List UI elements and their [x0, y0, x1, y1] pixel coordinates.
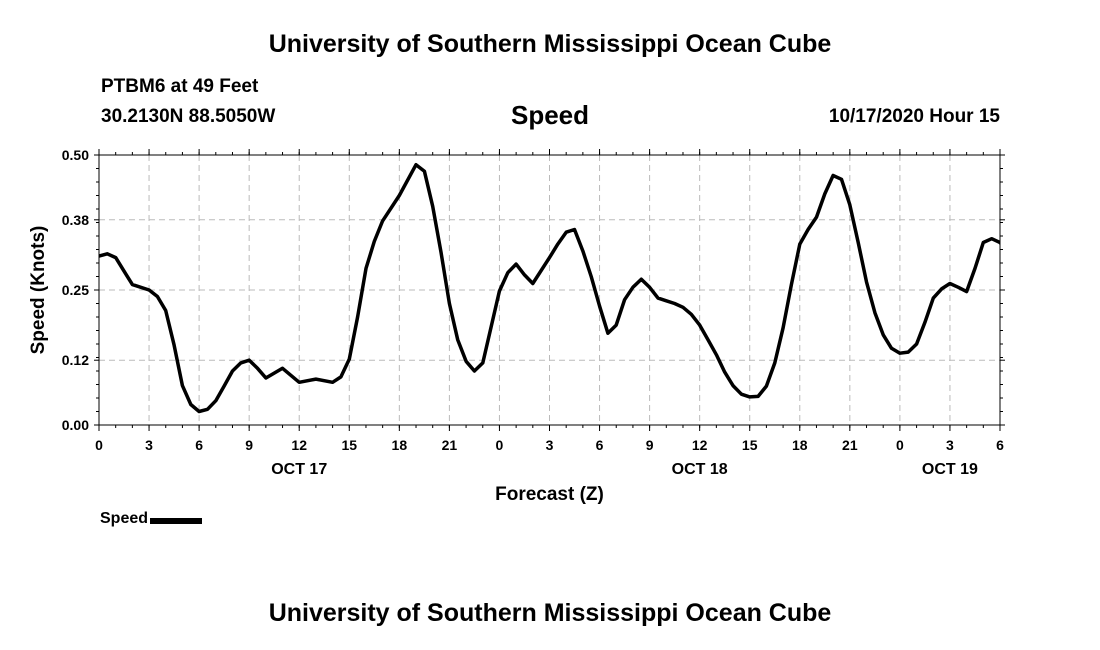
x-tick-label: 18 — [792, 437, 808, 453]
x-tick-label: 21 — [442, 437, 458, 453]
x-tick-label: 6 — [195, 437, 203, 453]
x-tick-label: 15 — [341, 437, 357, 453]
date-label: OCT 19 — [922, 461, 978, 478]
y-axis-title: Speed (Knots) — [28, 226, 49, 355]
axis-ticks — [94, 149, 1005, 431]
x-tick-label: 12 — [692, 437, 708, 453]
x-tick-label: 0 — [896, 437, 904, 453]
legend-label: Speed — [100, 510, 149, 527]
footer-title: University of Southern Mississippi Ocean… — [268, 599, 832, 627]
x-tick-label: 9 — [245, 437, 253, 453]
x-tick-label: 12 — [291, 437, 307, 453]
x-tick-label: 3 — [145, 437, 153, 453]
coordinates-label: 30.2130N 88.5050W — [101, 106, 276, 127]
forecast-timestamp: 10/17/2020 Hour 15 — [828, 106, 1000, 127]
y-tick-label: 0.50 — [62, 147, 89, 163]
y-tick-label: 0.00 — [62, 417, 89, 433]
x-tick-label: 3 — [546, 437, 554, 453]
date-label: OCT 17 — [271, 461, 327, 478]
series-line-speed — [99, 162, 1000, 414]
x-tick-label: 6 — [596, 437, 604, 453]
legend-swatch — [150, 518, 203, 524]
station-label: PTBM6 at 49 Feet — [101, 76, 259, 97]
parameter-title: Speed — [510, 100, 590, 130]
x-tick-label: 3 — [946, 437, 954, 453]
y-tick-label: 0.25 — [62, 282, 89, 298]
series-layer — [99, 162, 1000, 414]
x-tick-label: 18 — [392, 437, 408, 453]
x-tick-label: 0 — [95, 437, 103, 453]
grid-lines — [99, 155, 1000, 425]
x-tick-label: 21 — [842, 437, 858, 453]
x-axis-title: Forecast (Z) — [495, 484, 604, 505]
x-tick-label: 0 — [496, 437, 504, 453]
x-tick-label: 15 — [742, 437, 758, 453]
chart-legend: Speed — [100, 510, 203, 528]
y-tick-label: 0.12 — [62, 352, 89, 368]
axis-labels: 0.00 0.12 0.25 0.38 0.50 0 3 6 9 12 15 18 21 0 3 6 9 12 15… — [28, 147, 1004, 505]
chart-title: University of Southern Mississippi Ocean… — [268, 30, 832, 58]
x-tick-label: 9 — [646, 437, 654, 453]
y-tick-label: 0.38 — [62, 212, 89, 228]
date-label: OCT 18 — [672, 461, 728, 478]
x-tick-label: 6 — [996, 437, 1004, 453]
